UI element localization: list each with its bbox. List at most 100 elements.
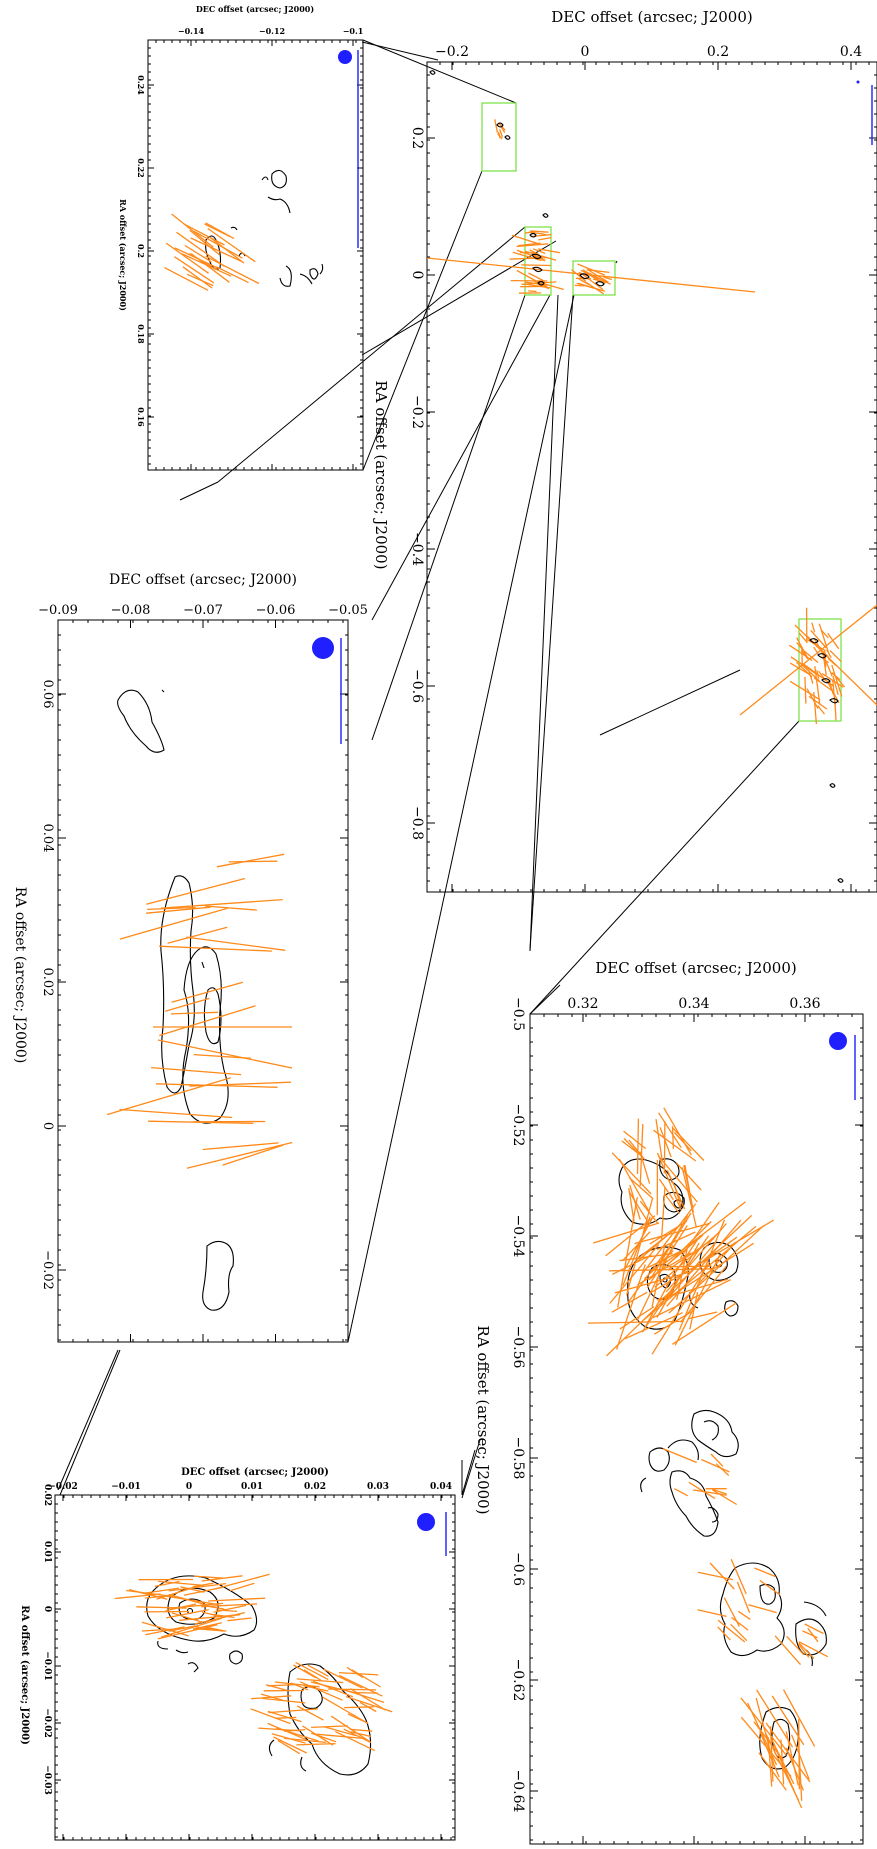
polarization-vector [797, 1643, 810, 1658]
polarization-vector [814, 666, 821, 705]
zoom-connector-line [461, 1449, 476, 1496]
polarization-vector [267, 1710, 302, 1723]
polarization-vector [205, 1626, 227, 1632]
polarization-vector [271, 1733, 306, 1744]
polarization-vector [832, 679, 836, 706]
polarization-vector [798, 1642, 815, 1660]
polarization-vector [530, 233, 552, 238]
polarization-vector [168, 1582, 227, 1592]
polarization-vector [653, 1309, 694, 1335]
polarization-vector [207, 227, 256, 263]
polarization-vector [806, 688, 819, 709]
y-tick-label: −0.58 [510, 1437, 526, 1480]
polarization-vector [665, 1223, 727, 1293]
polarization-vector [343, 1728, 372, 1744]
polarization-vector [350, 1688, 386, 1711]
x-tick-label: 0.4 [840, 44, 862, 60]
polarization-vector [663, 1107, 692, 1156]
polarization-vector [813, 691, 818, 725]
zoom-connector-line [529, 294, 559, 952]
y-tick-label: −0.2 [409, 395, 425, 429]
polarization-vector [519, 251, 536, 254]
polarization-vector [516, 243, 549, 248]
polarization-vector [521, 264, 551, 267]
polarization-vector [258, 1727, 300, 1732]
polarization-vector [494, 119, 499, 133]
polarization-vector [161, 898, 283, 909]
polarization-vector [182, 266, 213, 289]
polarization-vector [171, 981, 244, 1003]
x-tick-label: −0.07 [183, 603, 223, 618]
polarization-vector [195, 1626, 224, 1632]
polarization-vector [758, 1752, 787, 1791]
y-tick-label: −0.8 [409, 806, 425, 840]
inset-middle-left-y-ticks: 0.06 0.04 0.02 0 −0.02 [40, 619, 348, 1341]
polarization-vector [790, 656, 818, 676]
y-tick-label: 0.2 [136, 244, 146, 258]
polarization-vector [737, 1610, 751, 1620]
zoom-connector-line [461, 1439, 481, 1499]
x-tick-label: 0.34 [678, 996, 709, 1012]
polarization-vector [159, 1005, 256, 1037]
polarization-vector [186, 1141, 293, 1169]
polarization-vector [267, 1683, 296, 1687]
polarization-vector [190, 237, 243, 263]
inset-bottom-left-x-ticks: −0.02 −0.01 0 0.01 0.02 0.03 0.04 [48, 1482, 452, 1840]
polarization-vector [669, 1240, 718, 1298]
polarization-vector [171, 213, 214, 248]
zoom-box-top-left [481, 102, 517, 172]
polarization-vector [627, 1236, 678, 1303]
polarization-vector [530, 230, 549, 233]
polarization-vector [576, 277, 589, 285]
zoom-connector-line [529, 294, 574, 951]
zoom-connector-line [361, 41, 439, 61]
polarization-vector [571, 269, 587, 282]
y-tick-label: −0.03 [42, 1765, 52, 1794]
polarization-vector [782, 1689, 816, 1747]
polarization-vector [277, 1739, 301, 1755]
y-tick-label: 0 [40, 1122, 55, 1130]
polarization-vector [268, 1708, 318, 1714]
polarization-vector [657, 1231, 696, 1251]
polarization-vector [499, 129, 504, 138]
main-contours [429, 70, 873, 883]
x-tick-label: 0.03 [367, 1482, 389, 1492]
polarization-vector [717, 1626, 731, 1641]
polarization-vector [347, 1713, 369, 1724]
polarization-vector [311, 1725, 349, 1729]
polarization-vector [350, 1731, 371, 1738]
inset-bottom-right-y-ticks: −0.5 −0.52 −0.54 −0.56 −0.58 −0.6 −0.62 −0.64 [510, 997, 863, 1841]
polarization-vector [119, 907, 228, 940]
polarization-vector [611, 1152, 652, 1195]
inset-bottom-left-ylabel: RA offset (arcsec; J2000) [19, 1605, 30, 1745]
polarization-vector [623, 1138, 644, 1159]
inset-middle-left-ylabel: RA offset (arcsec; J2000) [12, 887, 28, 1064]
polarization-vector [659, 1127, 672, 1158]
polarization-vector [709, 1562, 735, 1590]
polarization-vector [625, 1198, 654, 1296]
x-tick-label: −0.09 [38, 603, 78, 618]
polarization-vector [426, 257, 756, 293]
polarization-vector [618, 1158, 650, 1212]
polarization-vector [756, 1689, 794, 1748]
inset-bottom-left-xlabel: DEC offset (arcsec; J2000) [181, 1467, 329, 1478]
polarization-vector [538, 236, 552, 241]
polarization-vector [311, 1732, 337, 1743]
x-tick-label: 0.36 [789, 996, 820, 1012]
polarization-vector [145, 1626, 185, 1636]
polarization-vector [639, 1123, 644, 1187]
polarization-vector [193, 1627, 218, 1632]
polarization-vector [789, 662, 811, 676]
inset-middle-left-panel: DEC offset (arcsec; J2000) −0.09 −0.08 −0.… [12, 572, 368, 1343]
main-ylabel: RA offset (arcsec; J2000) [372, 380, 390, 569]
polarization-vector [826, 649, 832, 659]
polarization-vector [723, 1597, 740, 1627]
polarization-vector [146, 906, 211, 914]
polarization-vector [168, 1593, 209, 1607]
polarization-vector [820, 629, 829, 639]
polarization-vector [106, 1077, 231, 1116]
inset-bottom-left-y-ticks: 0.02 0.01 0 −0.01 −0.02 −0.03 [42, 1484, 455, 1838]
polarization-vector [663, 1193, 680, 1214]
polarization-vector [359, 1701, 377, 1713]
